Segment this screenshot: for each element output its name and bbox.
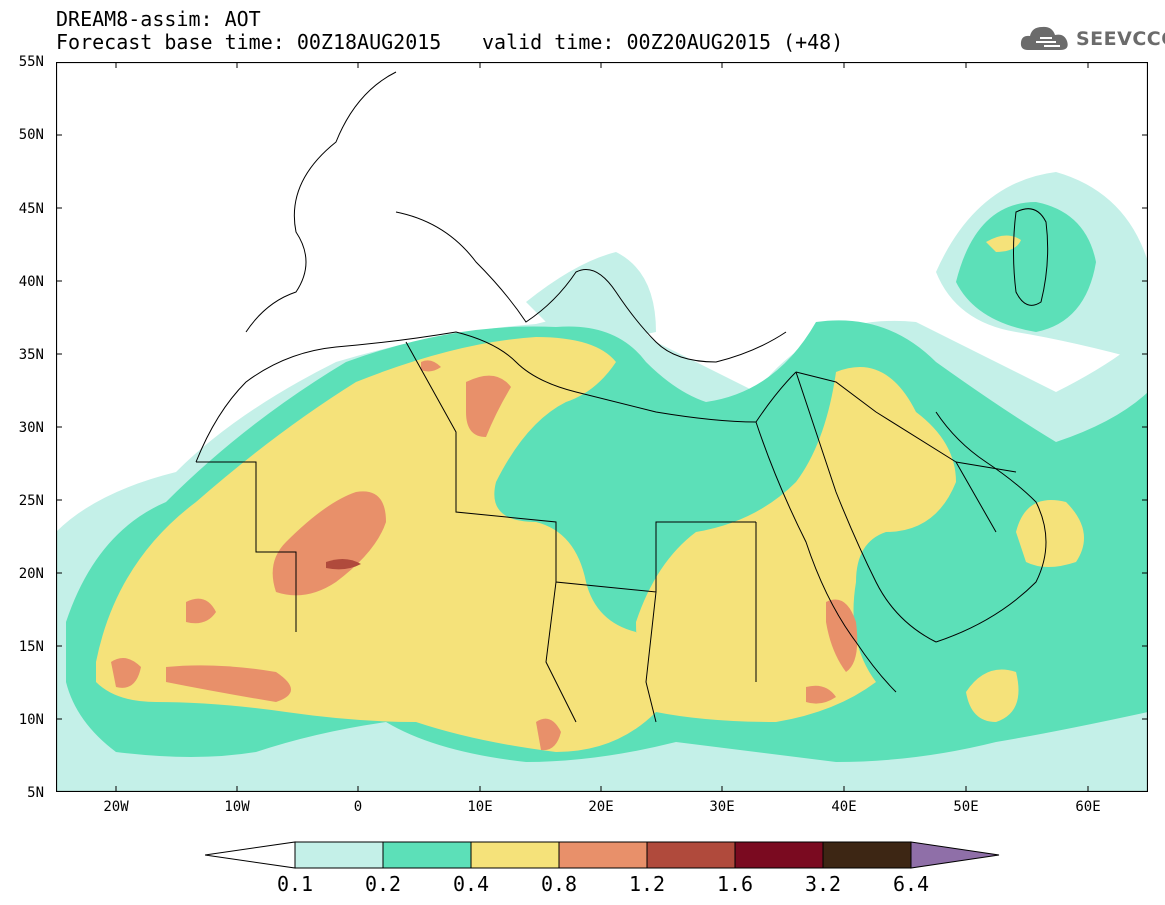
lon-label-20w: 20W [103,799,129,815]
lat-label-50n: 50N [18,127,44,143]
lon-label-0: 0 [353,799,363,815]
red-sea-coastline [755,371,937,693]
aot-band-orange-sahel [166,665,291,702]
seevccc-logo: SEEVCCC [1018,22,1165,56]
lat-label-30n: 30N [18,420,44,436]
colorbar-seg-0.8-1.2 [558,841,648,869]
colorbar-seg-0.1-0.2 [294,841,384,869]
aot-band-orange-west [186,598,216,624]
aot-band-orange-algeria [466,375,511,437]
aot-band-orange-sudan [806,685,836,704]
lon-label-60e: 60E [1075,799,1101,815]
aot-band-orange-ethiopia [826,599,858,672]
colorbar-seg-1.6-3.2 [734,841,824,869]
country-borders [195,71,1049,723]
colorbar-label-1: 0.2 [364,872,402,896]
lat-label-10n: 10N [18,712,44,728]
aot-band-green-caspian [956,202,1096,332]
aot-band-darkred-mali [326,558,361,570]
aot-band-yellow-west [96,337,656,752]
colorbar-seg-3.2-6.4 [822,841,912,869]
aot-band-yellow-caspian [986,235,1021,252]
colorbar-seg-0.4-0.8 [470,841,560,869]
north-africa-coastline [195,331,797,463]
cloud-icon [1020,26,1068,50]
colorbar-over-arrow [910,841,1000,869]
logo-text: SEEVCCC [1076,28,1165,50]
lat-label-45n: 45N [18,201,44,217]
aot-band-yellow-somalia [966,669,1019,722]
lon-label-10e: 10E [467,799,493,815]
colorbar-label-3: 0.8 [540,872,578,896]
aot-band-light-balkans [526,252,656,337]
lon-label-40e: 40E [831,799,857,815]
lat-label-15n: 15N [18,639,44,655]
lat-label-40n: 40N [18,274,44,290]
colorbar [205,841,1000,869]
title-line-1: DREAM8-assim: AOT [56,7,261,31]
africa-interior-borders [196,341,757,723]
lat-label-25n: 25N [18,493,44,509]
colorbar-seg-0.2-0.4 [382,841,472,869]
colorbar-under-arrow [205,841,296,869]
colorbar-label-4: 1.2 [628,872,666,896]
colorbar-label-7: 6.4 [892,872,930,896]
lon-label-10w: 10W [224,799,250,815]
colorbar-label-6: 3.2 [804,872,842,896]
colorbar-label-2: 0.4 [452,872,490,896]
aot-band-orange-coast [111,658,141,688]
lat-label-5n: 5N [27,785,44,801]
title-line-2: Forecast base time: 00Z18AUG2015 [56,30,442,54]
lon-label-30e: 30E [709,799,735,815]
europe-coastline [245,71,787,363]
colorbar-label-0: 0.1 [276,872,314,896]
lon-label-50e: 50E [953,799,979,815]
axis-ticks [56,62,1148,792]
aot-band-yellow-arabia [1016,500,1084,567]
lat-label-55n: 55N [18,54,44,70]
colorbar-seg-1.2-1.6 [646,841,736,869]
aot-band-yellow-east [636,367,956,722]
middle-east-borders [795,371,1017,533]
aot-band-orange-cameroon [536,718,561,751]
lat-label-35n: 35N [18,347,44,363]
caspian-outline [1013,208,1049,306]
arabia-coastline [935,411,1047,643]
aot-band-orange-tunisia [421,360,441,372]
aot-field [56,172,1148,792]
colorbar-label-5: 1.6 [716,872,754,896]
aot-band-orange-mali [272,491,386,596]
lon-label-20e: 20E [588,799,614,815]
lat-label-20n: 20N [18,566,44,582]
valid-time: valid time: 00Z20AUG2015 (+48) [482,30,844,54]
map-frame [56,62,1148,792]
aot-map [56,62,1148,792]
